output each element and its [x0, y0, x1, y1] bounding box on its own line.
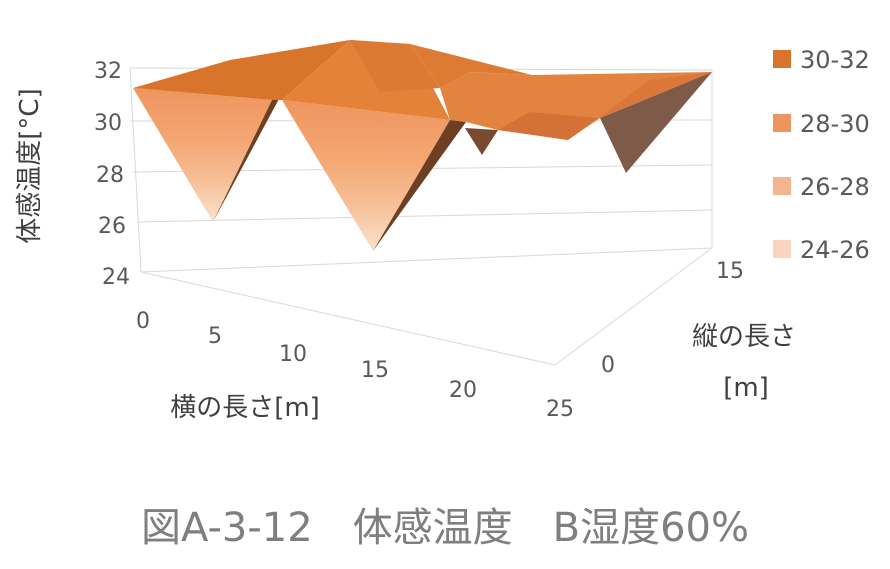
legend-label: 30-32	[800, 46, 870, 74]
y-tick-label: 26	[98, 214, 126, 239]
z-tick-label: 0	[601, 353, 615, 378]
gridline-24	[140, 247, 713, 273]
y-tick-label: 28	[96, 163, 124, 188]
floor-right-edge	[554, 247, 713, 366]
surface-top-1	[133, 40, 350, 100]
x-tick-label: 20	[449, 378, 477, 403]
y-tick-label: 30	[94, 111, 122, 136]
legend-label: 24-26	[800, 236, 870, 264]
surface-shadow-back-1	[465, 128, 498, 155]
x-tick-label: 5	[208, 324, 222, 349]
x-tick-label: 25	[546, 397, 574, 422]
funnel-1-light	[133, 88, 272, 222]
z-axis-title: 縦の長さ	[692, 322, 796, 352]
legend-label: 26-28	[800, 173, 870, 201]
x-tick-label: 15	[361, 358, 389, 383]
y-tick-label: 32	[94, 59, 122, 84]
legend-swatch	[773, 50, 791, 68]
legend-label: 28-30	[800, 110, 870, 138]
z-axis-ticks: 15 0	[601, 259, 744, 378]
surface-top-3	[350, 40, 440, 92]
chart-area: 32 30 28 26 24 体感温度[°C] 0 5 10 15 20 25 …	[15, 40, 870, 423]
y-axis-title: 体感温度[°C]	[15, 88, 45, 243]
surface-top-4	[410, 44, 532, 88]
funnel-1-dark	[213, 97, 280, 222]
surface-top-6	[498, 112, 598, 140]
gridline-26	[136, 209, 713, 223]
floor-front-edge	[140, 271, 556, 366]
floor	[140, 247, 713, 366]
x-tick-label: 0	[136, 309, 150, 334]
x-axis-ticks: 0 5 10 15 20 25	[136, 309, 574, 422]
x-tick-label: 10	[279, 342, 307, 367]
funnel-2-dark	[373, 120, 466, 251]
y-tick-label: 24	[102, 265, 130, 290]
funnel-2-light	[282, 100, 450, 251]
legend-swatch	[773, 240, 791, 258]
z-axis-title-unit: [m]	[723, 373, 769, 403]
legend-swatch	[773, 114, 791, 132]
y-axis-ticks: 32 30 28 26 24	[94, 59, 130, 290]
axis-left-edge	[129, 67, 142, 273]
legend-swatch	[773, 177, 791, 195]
z-tick-label: 15	[716, 259, 744, 284]
x-axis-title: 横の長さ[m]	[170, 393, 320, 423]
legend: 30-32 28-30 26-28 24-26	[773, 46, 870, 264]
surface	[133, 40, 712, 251]
surface-shadow-back-2	[600, 72, 712, 173]
figure-caption: 図A-3-12 体感温度 B湿度60%	[140, 505, 750, 551]
